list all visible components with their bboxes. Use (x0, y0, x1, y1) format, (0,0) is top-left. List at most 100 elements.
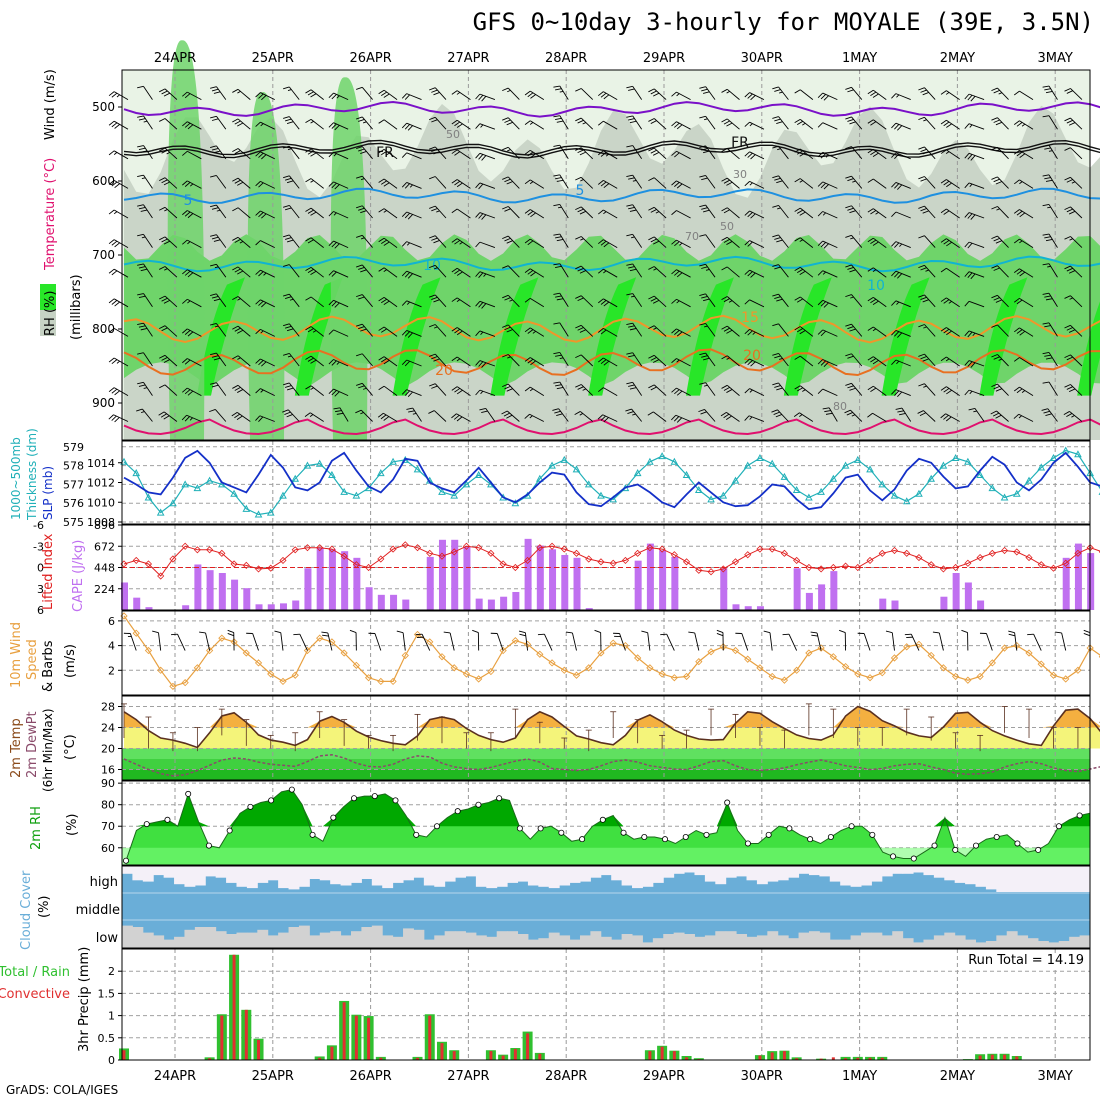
barb-feather (529, 415, 533, 419)
rh-moist-plume (197, 277, 245, 396)
barb-feather (771, 409, 778, 413)
barb-feather (431, 119, 438, 123)
barb-feather (600, 92, 607, 98)
bottom-date-label: 28APR (545, 1069, 587, 1084)
slp-panel-bg (122, 441, 1090, 524)
barb-feather (847, 326, 854, 330)
wind-barb-upper (159, 325, 178, 337)
barb-feather (481, 362, 487, 368)
cloud-low-clear (1027, 938, 1039, 948)
barb-feather (922, 358, 929, 362)
barb-feather (641, 630, 648, 634)
barb-staff (895, 359, 911, 367)
barb-feather (163, 415, 170, 420)
barb-feather (704, 118, 708, 121)
wind-barb-upper (597, 180, 618, 189)
barb-feather (991, 354, 998, 358)
thickness-point (927, 474, 936, 482)
barb-feather (920, 208, 927, 212)
barb-feather (1013, 268, 1020, 273)
wind-speed-point (1062, 675, 1070, 683)
barb-feather (383, 359, 390, 365)
cape-bar (438, 539, 446, 610)
barb-staff (676, 91, 691, 100)
barb-feather (433, 240, 440, 244)
barb-staff (260, 121, 275, 130)
barb-feather (970, 362, 976, 368)
barb-feather (555, 265, 562, 269)
barb-feather (556, 298, 564, 301)
isotherm-line-warm (123, 418, 1100, 436)
temp-legend-label: 2m Temp (9, 718, 24, 778)
minmax-legend-label: (6hr Min/Max) (41, 709, 55, 793)
barb-staff (997, 354, 1009, 367)
barb-feather (283, 116, 290, 119)
barb-staff (603, 268, 618, 278)
barb-feather (845, 234, 852, 238)
barb-staff (850, 409, 863, 422)
barb-feather (964, 123, 970, 129)
barb-staff (778, 205, 789, 219)
thickness-point (1012, 489, 1021, 497)
barb-staff (653, 88, 667, 100)
cloud-low-clear (996, 935, 1008, 948)
wind-barb-upper (451, 179, 471, 189)
barb-feather (518, 630, 526, 634)
barb-feather (232, 118, 239, 123)
barb-feather (553, 351, 560, 355)
lifted-index-point (548, 542, 556, 550)
wind-speed-point (157, 666, 165, 674)
surface-wind-barb (594, 629, 602, 651)
barb-feather (407, 391, 413, 398)
wind-barb-upper (699, 145, 716, 160)
barb-feather (597, 328, 604, 333)
wind-barb-upper (232, 148, 251, 160)
barb-feather (234, 268, 241, 273)
thickness-point (951, 454, 960, 462)
barb-staff (237, 236, 251, 248)
barb-feather (774, 296, 781, 300)
barb-feather (408, 410, 415, 413)
wind-barb-upper (524, 386, 545, 396)
cape-bar (304, 568, 312, 610)
barb-feather (283, 175, 290, 179)
cloud-low-clear (944, 932, 956, 948)
barb-feather (478, 154, 484, 160)
cape-bar (328, 549, 336, 610)
barb-staff (434, 383, 447, 396)
barb-staff (1048, 85, 1058, 100)
cloud-low-clear (933, 935, 945, 948)
barb-feather (451, 386, 458, 391)
wind-barb-upper (1064, 206, 1083, 219)
barb-staff (479, 241, 496, 249)
wind-barb-upper (671, 180, 691, 189)
wind-barb-upper (475, 330, 496, 337)
barb-staff (361, 146, 373, 160)
barb-staff (164, 295, 178, 308)
barb-feather (671, 239, 677, 245)
wind-barb-upper (845, 294, 863, 308)
cape-bar (463, 546, 471, 610)
wind-barb-upper (671, 150, 691, 160)
barb-feather (720, 411, 727, 417)
barb-staff (632, 174, 643, 189)
surface-wind-barb (152, 630, 162, 651)
cloud-high-clear (767, 866, 779, 882)
barb-staff (1048, 115, 1058, 130)
wind-barb-upper (158, 411, 178, 422)
wind-barb-upper (475, 271, 496, 279)
barb-feather (721, 355, 728, 360)
barb-feather (331, 94, 337, 100)
barb-feather (552, 408, 559, 411)
wind-speed-point (829, 653, 837, 661)
barb-feather (845, 264, 852, 268)
barb-feather (481, 410, 488, 413)
barb-feather (1013, 149, 1020, 155)
barb-feather (213, 298, 221, 302)
barb-staff (252, 633, 259, 651)
barb-staff (449, 632, 455, 651)
thickness-tick-label: 578 (63, 460, 84, 473)
barb-staff (895, 300, 911, 308)
barb-feather (383, 182, 390, 187)
slp-tick-label: 1008 (87, 516, 115, 529)
